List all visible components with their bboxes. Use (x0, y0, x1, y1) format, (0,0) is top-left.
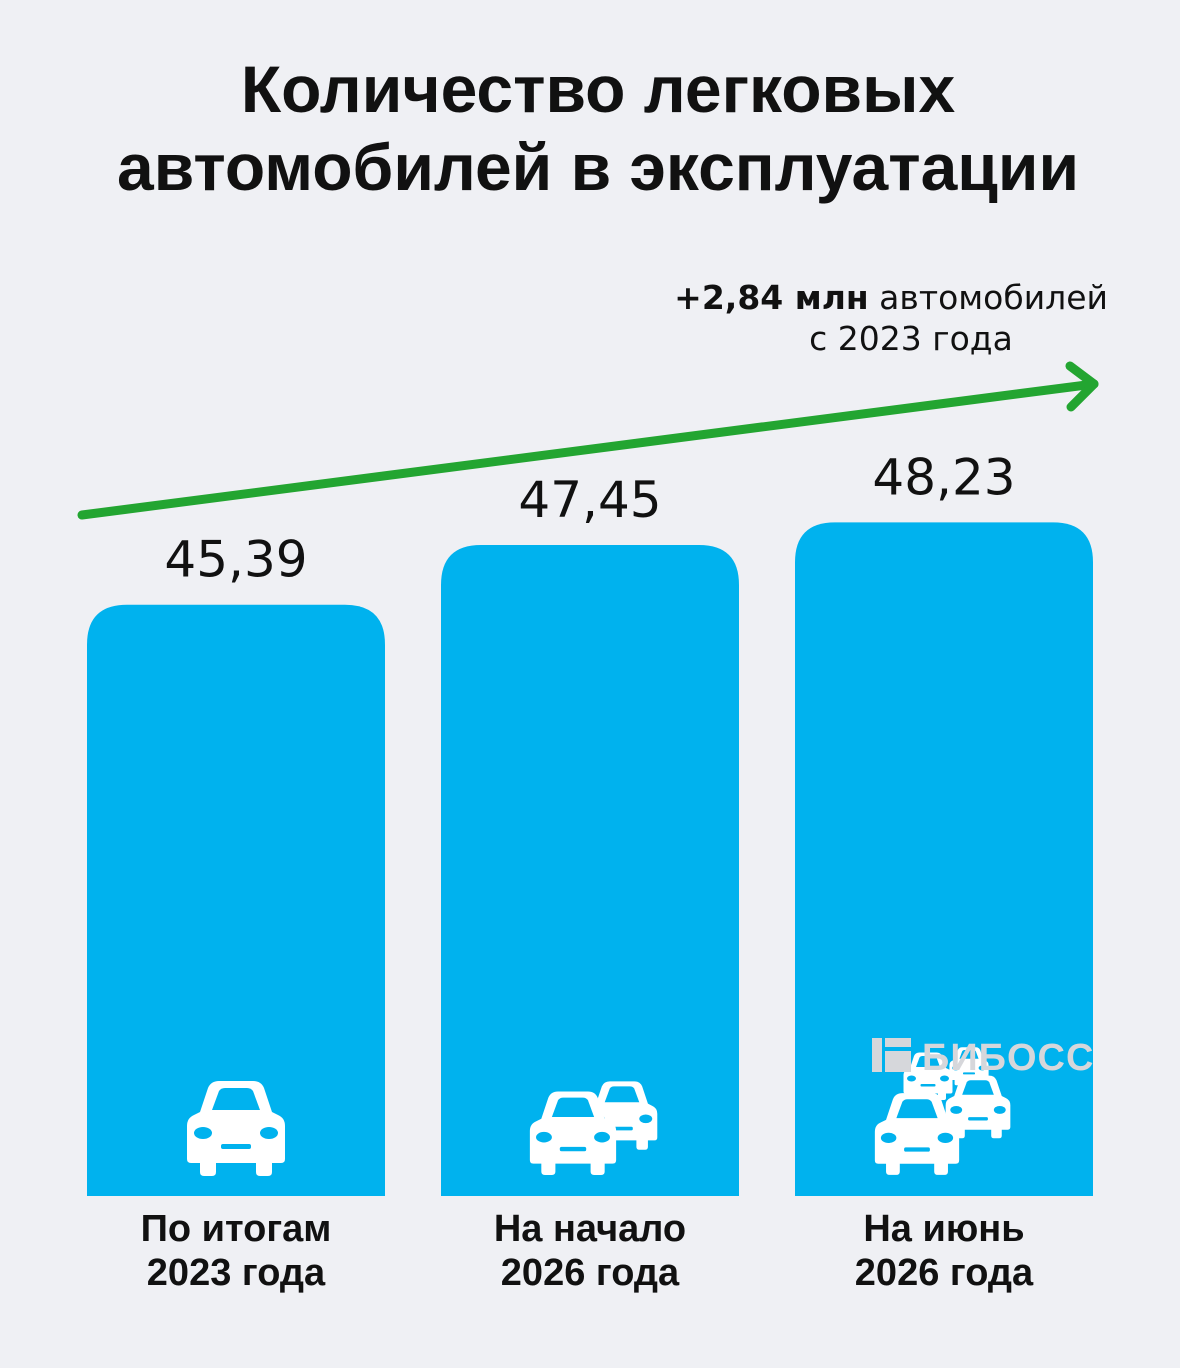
car-icon (187, 1081, 285, 1176)
category-label: На июнь (863, 1208, 1024, 1250)
watermark-logo-icon (872, 1038, 911, 1072)
chart-title-line-1: Количество легковых (241, 52, 956, 126)
car-shape-2 (903, 1052, 953, 1100)
category-label: 2023 года (147, 1252, 326, 1294)
bar-value-label: 48,23 (872, 448, 1015, 506)
watermark: БИБОСС (872, 1037, 1094, 1079)
two-cars-icon (529, 1081, 658, 1176)
car-shape-2 (529, 1091, 617, 1176)
bar-value-label: 45,39 (164, 531, 307, 589)
category-label: По итогам (141, 1208, 332, 1250)
category-label: На начало (494, 1208, 686, 1250)
watermark-text: БИБОСС (922, 1037, 1094, 1079)
growth-annotation-bold: +2,84 млн (674, 278, 869, 317)
growth-annotation-line-1: +2,84 млн автомобилей (674, 278, 1108, 317)
category-label: 2026 года (855, 1252, 1034, 1294)
four-cars-icon (874, 1047, 1011, 1175)
growth-annotation-rest: автомобилей (869, 278, 1108, 317)
category-label: 2026 года (501, 1252, 680, 1294)
bar (795, 522, 1093, 1196)
growth-annotation-line-2: с 2023 года (809, 319, 1013, 358)
chart-title-line-2: автомобилей в эксплуатации (117, 130, 1079, 204)
growth-arrow (77, 361, 1099, 520)
car-shape-3 (945, 1075, 1011, 1139)
bar-value-label: 47,45 (518, 471, 661, 529)
car-shape-4 (874, 1093, 960, 1175)
bar (87, 604, 385, 1196)
car-shape-1 (187, 1081, 285, 1176)
bar (441, 544, 739, 1196)
